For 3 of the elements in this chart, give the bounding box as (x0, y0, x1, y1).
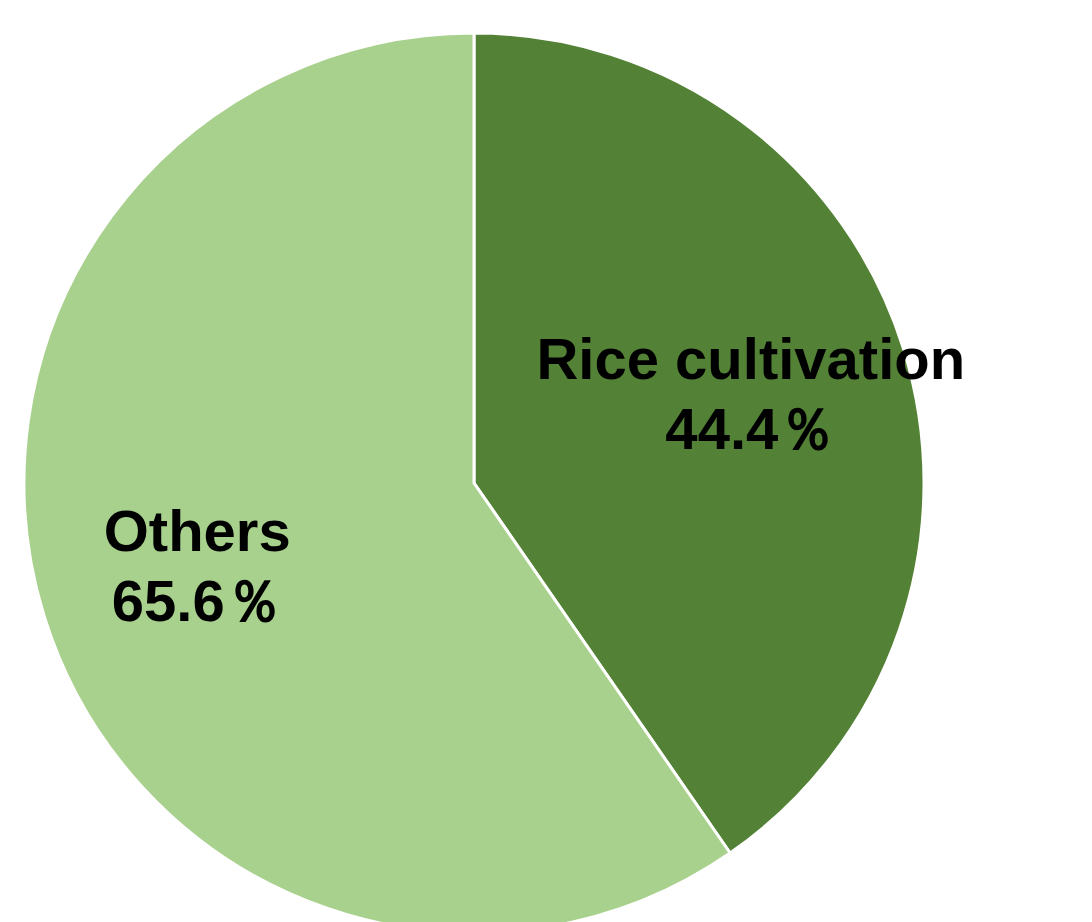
slice-label: Others (103, 498, 291, 564)
data-label: 44.4％ (665, 395, 837, 461)
data-label: 65.6％ (111, 568, 283, 634)
